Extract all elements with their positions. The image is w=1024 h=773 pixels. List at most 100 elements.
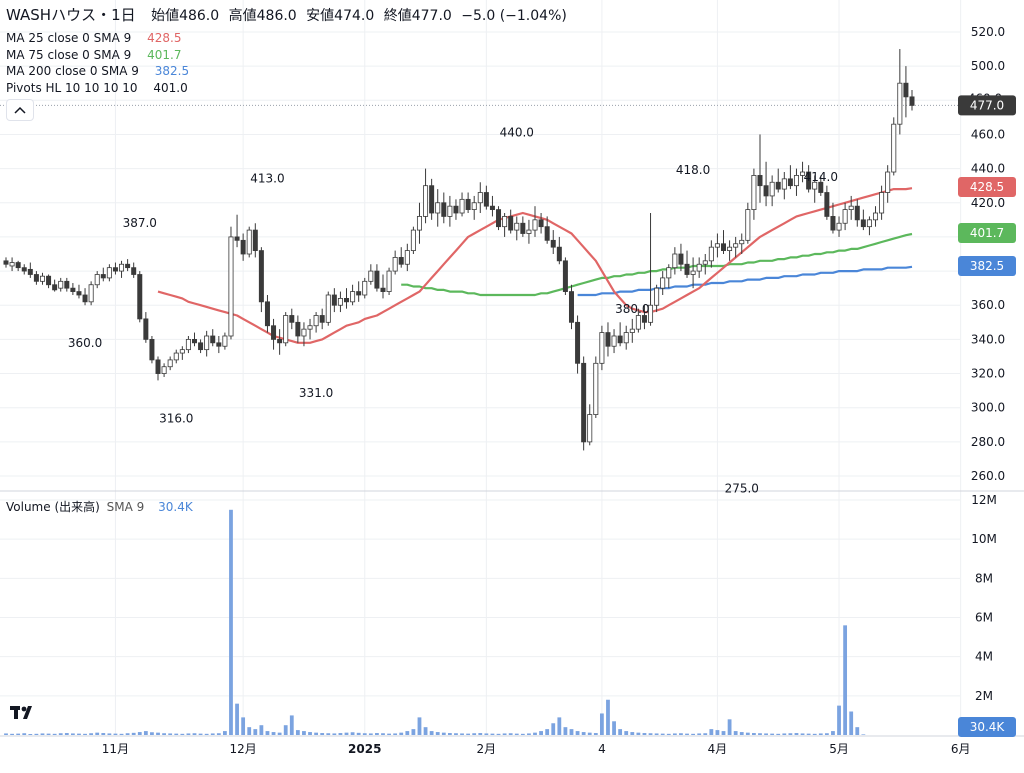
pivot-label: 360.0 [68,336,102,350]
volume-bar [4,733,8,735]
collapse-legend-button[interactable] [6,99,34,121]
candle-body [9,262,15,267]
candle-body [575,321,581,364]
price-tick-label: 360.0 [971,298,1005,312]
candle-body [216,342,222,347]
volume-bar [812,733,817,735]
volume-bar [721,731,726,735]
candle-body [301,328,307,337]
candle-body [739,239,745,245]
volume-bar [10,733,14,735]
volume-bar [599,713,604,735]
indicator-ma25[interactable]: MA 25 close 0 SMA 9 428.5 [6,30,181,46]
volume-bar [235,703,239,735]
indicator-pivots[interactable]: Pivots HL 10 10 10 10 401.0 [6,80,188,96]
candle-body [344,298,350,303]
volume-bar [624,731,629,735]
candle-body [502,216,508,228]
candle-body [125,263,131,269]
candle-body [307,325,313,330]
candle-body [824,192,830,217]
candle-body [891,123,897,173]
volume-bar [156,732,160,735]
high-value: 486.0 [256,8,297,24]
volume-bar [320,733,325,735]
time-tick-label: 6月 [951,742,971,756]
symbol-title[interactable]: WASHハウス・1日 [6,6,136,24]
volume-bar [745,732,750,735]
volume-bar [271,732,276,735]
price-tick-label: 500.0 [971,59,1005,73]
indicator-value: 382.5 [154,64,190,78]
candle-body [252,229,258,251]
candle-body [611,335,617,347]
volume-bar [496,733,501,735]
candle-body [410,229,416,251]
candle-body [496,209,502,228]
volume-bar [162,733,166,735]
volume-bar [381,733,385,735]
candle-body [198,342,204,351]
candle-body [21,267,27,272]
volume-bar [727,719,732,735]
volume-bar [654,733,659,735]
price-tick-label: 520.0 [971,25,1005,39]
volume-bar [666,733,671,735]
candle-body [781,178,787,190]
candle-body [599,332,605,364]
volume-bar [356,732,361,735]
candle-body [167,359,173,368]
candle-body [313,315,319,327]
low-label: 安値 [306,8,335,24]
candle-body [641,315,647,323]
volume-bar [679,733,683,735]
volume-bar [77,733,81,735]
volume-bar [642,733,647,735]
candle-body [532,219,538,231]
candle-body [106,267,112,279]
tradingview-logo[interactable] [6,697,40,727]
time-tick-label: 2月 [477,742,497,756]
volume-bar [216,733,221,735]
volume-tick-label: 12M [971,493,997,507]
indicator-value: 401.0 [153,81,188,95]
pivot-label: 418.0 [676,163,710,177]
candle-body [331,294,337,306]
candle-body [33,274,39,282]
candle-body [119,263,125,272]
candle-body [696,263,702,272]
volume-bar [192,733,197,735]
candle-body [471,202,477,210]
indicator-ma200[interactable]: MA 200 close 0 SMA 9 382.5 [6,63,189,79]
volume-bar [253,729,258,735]
volume-legend[interactable]: Volume (出来高) SMA 9 30.4K [6,499,193,515]
volume-bar [630,732,635,735]
candle-body [386,270,392,292]
candle-body [866,219,872,228]
volume-tick-label: 10M [971,532,997,546]
pivot-label: 380.0 [615,302,649,316]
volume-bar [137,732,142,735]
candle-body [714,243,720,248]
tradingview-logo-icon [10,706,32,719]
candle-body [264,301,270,327]
pivot-label: 275.0 [725,481,759,495]
candle-body [100,274,106,279]
price-tick-label: 420.0 [971,196,1005,210]
indicator-label: MA 25 close 0 SMA 9 [6,31,132,45]
time-tick-label: 12月 [230,742,257,756]
candle-body [903,82,909,98]
volume-bar [411,729,416,735]
volume-bar [113,733,118,735]
volume-bar [241,717,246,735]
candle-body [319,315,325,323]
volume-bar [143,731,148,735]
volume-bar [417,717,422,735]
candle-body [228,236,234,337]
volume-bar [758,733,762,735]
volume-bar [490,733,495,735]
indicator-ma75[interactable]: MA 75 close 0 SMA 9 401.7 [6,47,181,63]
volume-bar [484,733,489,735]
candle-body [271,325,277,340]
